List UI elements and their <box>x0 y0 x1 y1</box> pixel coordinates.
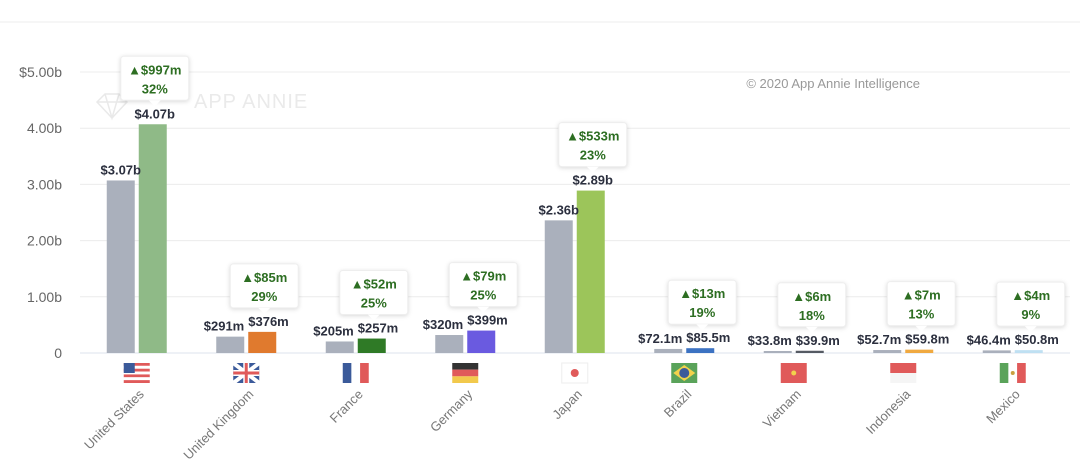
value-label-previous: $320m <box>423 317 463 332</box>
value-label-current: $4.07b <box>135 106 176 121</box>
change-percent: 13% <box>908 307 934 322</box>
bar-current[interactable] <box>248 331 277 353</box>
bar-previous[interactable] <box>216 336 245 353</box>
value-label-current: $59.8m <box>905 332 949 347</box>
category-label: Brazil <box>661 386 695 420</box>
value-label-previous: $291m <box>204 319 244 334</box>
y-tick-label: 1.00b <box>27 289 62 305</box>
y-tick-label: $5.00b <box>19 64 62 80</box>
brazil-flag-icon <box>671 363 698 383</box>
y-tick-label: 0 <box>54 345 62 361</box>
y-tick-label: 2.00b <box>27 233 62 249</box>
y-tick-label: 4.00b <box>27 120 62 136</box>
watermark-logo: APP ANNIE <box>95 91 308 121</box>
change-percent: 19% <box>689 305 715 320</box>
change-amount: ▲$85m <box>241 270 287 285</box>
value-label-previous: $3.07b <box>101 162 142 177</box>
value-label-current: $257m <box>358 321 398 336</box>
change-percent: 25% <box>361 296 387 311</box>
change-percent: 32% <box>142 81 168 96</box>
category-label: Mexico <box>983 387 1023 427</box>
value-label-previous: $205m <box>313 323 353 338</box>
value-label-previous: $33.8m <box>748 333 792 348</box>
change-amount: ▲$997m <box>128 62 181 77</box>
change-callout: ▲$85m 29% <box>229 263 299 314</box>
category-label: Germany <box>427 386 476 435</box>
bar-previous[interactable] <box>325 341 354 353</box>
category-label: United States <box>81 386 147 452</box>
category-label: Indonesia <box>863 386 914 437</box>
bar-current[interactable] <box>467 330 496 353</box>
change-callout: ▲$997m 32% <box>120 55 190 107</box>
bar-current[interactable] <box>795 350 824 353</box>
bar-current[interactable] <box>686 348 715 353</box>
mexico-flag-icon <box>999 363 1026 383</box>
category-label: Vietnam <box>760 387 804 431</box>
change-percent: 23% <box>580 148 606 163</box>
bar-current[interactable] <box>1014 350 1043 353</box>
change-amount: ▲$7m <box>902 288 941 303</box>
change-amount: ▲$533m <box>566 129 619 144</box>
value-label-current: $399m <box>467 313 507 328</box>
france-flag-icon <box>342 363 369 383</box>
bar-previous[interactable] <box>763 351 792 353</box>
change-callout: ▲$533m 23% <box>558 122 628 173</box>
value-label-current: $39.9m <box>796 333 840 348</box>
bar-previous[interactable] <box>544 220 573 353</box>
change-callout: ▲$7m 13% <box>886 281 956 332</box>
change-amount: ▲$4m <box>1011 288 1050 303</box>
change-percent: 9% <box>1021 307 1040 322</box>
uk-flag-icon <box>232 361 261 385</box>
bar-previous[interactable] <box>873 350 902 353</box>
watermark-text: APP ANNIE <box>194 91 308 113</box>
value-label-previous: $72.1m <box>638 331 682 346</box>
change-amount: ▲$52m <box>351 277 397 292</box>
us-flag-icon <box>123 363 150 383</box>
bar-previous[interactable] <box>435 335 464 353</box>
value-label-current: $85.5m <box>686 330 730 345</box>
category-label: Japan <box>549 387 585 423</box>
bar-current[interactable] <box>138 124 167 354</box>
category-label: United Kingdom <box>180 387 256 463</box>
bar-previous[interactable] <box>106 180 135 353</box>
bar-previous[interactable] <box>982 350 1011 353</box>
value-label-current: $2.89b <box>573 173 614 188</box>
y-tick-label: 3.00b <box>27 176 62 192</box>
copyright-text: © 2020 App Annie Intelligence <box>746 76 920 91</box>
change-amount: ▲$79m <box>460 269 506 284</box>
change-amount: ▲$6m <box>792 289 831 304</box>
category-label: France <box>327 387 366 426</box>
change-callout: ▲$6m 18% <box>777 282 847 333</box>
value-label-previous: $52.7m <box>857 332 901 347</box>
change-callout: ▲$52m 25% <box>339 270 409 321</box>
vietnam-flag-icon <box>780 363 807 383</box>
bar-current[interactable] <box>576 190 605 353</box>
change-callout: ▲$13m 19% <box>667 279 737 331</box>
change-callout: ▲$4m 9% <box>996 281 1066 333</box>
indonesia-flag-icon <box>890 363 917 383</box>
change-callout: ▲$79m 25% <box>448 262 518 313</box>
bar-current[interactable] <box>905 349 934 353</box>
value-label-current: $50.8m <box>1015 332 1059 347</box>
change-percent: 29% <box>251 289 277 304</box>
bar-previous[interactable] <box>654 348 683 353</box>
japan-flag-icon <box>561 362 589 384</box>
germany-flag-icon <box>452 363 479 383</box>
change-amount: ▲$13m <box>679 286 725 301</box>
value-label-current: $376m <box>248 314 288 329</box>
change-percent: 18% <box>799 308 825 323</box>
bar-current[interactable] <box>357 338 386 353</box>
value-label-previous: $2.36b <box>539 202 580 217</box>
value-label-previous: $46.4m <box>967 332 1011 347</box>
change-percent: 25% <box>470 288 496 303</box>
